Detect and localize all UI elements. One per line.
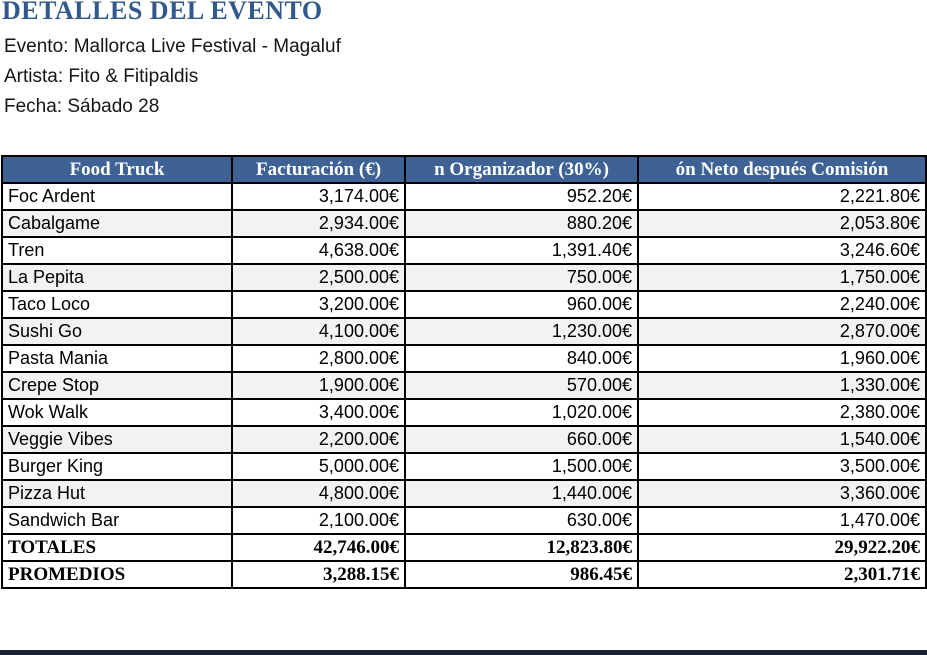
amount-cell[interactable]: 880.20€ [404, 209, 639, 238]
amount-cell[interactable]: 960.00€ [404, 290, 639, 319]
amount-cell[interactable]: 630.00€ [404, 506, 639, 535]
food-truck-name-cell[interactable]: Pizza Hut [1, 479, 233, 508]
food-truck-table: Food Truck Facturación (€) n Organizador… [1, 155, 927, 589]
amount-cell[interactable]: 2,100.00€ [231, 506, 406, 535]
table-row: Cabalgame 2,934.00€ 880.20€ 2,053.80€ [1, 209, 927, 238]
header-neto-despues-comision[interactable]: ón Neto después Comisión [637, 155, 927, 184]
table-row: Burger King 5,000.00€ 1,500.00€ 3,500.00€ [1, 452, 927, 481]
food-truck-name-cell[interactable]: Sandwich Bar [1, 506, 233, 535]
totals-comision-cell[interactable]: 12,823.80€ [404, 533, 639, 562]
averages-comision-cell[interactable]: 986.45€ [404, 560, 639, 589]
event-name-line: Evento: Mallorca Live Festival - Magaluf [4, 36, 341, 57]
table-row: Sushi Go 4,100.00€ 1,230.00€ 2,870.00€ [1, 317, 927, 346]
amount-cell[interactable]: 952.20€ [404, 182, 639, 211]
amount-cell[interactable]: 3,246.60€ [637, 236, 927, 265]
food-truck-name-cell[interactable]: Cabalgame [1, 209, 233, 238]
averages-label-cell[interactable]: PROMEDIOS [1, 560, 233, 589]
amount-cell[interactable]: 2,934.00€ [231, 209, 406, 238]
totals-label-cell[interactable]: TOTALES [1, 533, 233, 562]
amount-cell[interactable]: 3,174.00€ [231, 182, 406, 211]
event-date-line: Fecha: Sábado 28 [4, 96, 160, 117]
table-row: Pasta Mania 2,800.00€ 840.00€ 1,960.00€ [1, 344, 927, 373]
food-truck-name-cell[interactable]: Veggie Vibes [1, 425, 233, 454]
table-row: Sandwich Bar 2,100.00€ 630.00€ 1,470.00€ [1, 506, 927, 535]
amount-cell[interactable]: 5,000.00€ [231, 452, 406, 481]
amount-cell[interactable]: 3,360.00€ [637, 479, 927, 508]
amount-cell[interactable]: 2,221.80€ [637, 182, 927, 211]
food-truck-name-cell[interactable]: Sushi Go [1, 317, 233, 346]
food-truck-name-cell[interactable]: Tren [1, 236, 233, 265]
amount-cell[interactable]: 840.00€ [404, 344, 639, 373]
artist-name-line: Artista: Fito & Fitipaldis [4, 66, 199, 87]
amount-cell[interactable]: 1,500.00€ [404, 452, 639, 481]
amount-cell[interactable]: 3,200.00€ [231, 290, 406, 319]
amount-cell[interactable]: 1,470.00€ [637, 506, 927, 535]
table-row: La Pepita 2,500.00€ 750.00€ 1,750.00€ [1, 263, 927, 292]
table-row: Veggie Vibes 2,200.00€ 660.00€ 1,540.00€ [1, 425, 927, 454]
totals-row: TOTALES 42,746.00€ 12,823.80€ 29,922.20€ [1, 533, 927, 562]
header-food-truck[interactable]: Food Truck [1, 155, 233, 184]
next-section-dark-bar [0, 650, 927, 655]
table-row: Crepe Stop 1,900.00€ 570.00€ 1,330.00€ [1, 371, 927, 400]
food-truck-name-cell[interactable]: La Pepita [1, 263, 233, 292]
amount-cell[interactable]: 2,053.80€ [637, 209, 927, 238]
amount-cell[interactable]: 570.00€ [404, 371, 639, 400]
averages-facturacion-cell[interactable]: 3,288.15€ [231, 560, 406, 589]
amount-cell[interactable]: 1,020.00€ [404, 398, 639, 427]
header-comision-organizador[interactable]: n Organizador (30%) [404, 155, 639, 184]
amount-cell[interactable]: 2,800.00€ [231, 344, 406, 373]
amount-cell[interactable]: 1,540.00€ [637, 425, 927, 454]
amount-cell[interactable]: 1,230.00€ [404, 317, 639, 346]
table-body: Foc Ardent 3,174.00€ 952.20€ 2,221.80€ Cabal… [1, 182, 927, 535]
amount-cell[interactable]: 2,380.00€ [637, 398, 927, 427]
amount-cell[interactable]: 1,391.40€ [404, 236, 639, 265]
amount-cell[interactable]: 1,330.00€ [637, 371, 927, 400]
amount-cell[interactable]: 3,500.00€ [637, 452, 927, 481]
amount-cell[interactable]: 1,440.00€ [404, 479, 639, 508]
amount-cell[interactable]: 1,750.00€ [637, 263, 927, 292]
amount-cell[interactable]: 2,870.00€ [637, 317, 927, 346]
table-row: Foc Ardent 3,174.00€ 952.20€ 2,221.80€ [1, 182, 927, 211]
table-row: Wok Walk 3,400.00€ 1,020.00€ 2,380.00€ [1, 398, 927, 427]
table-row: Pizza Hut 4,800.00€ 1,440.00€ 3,360.00€ [1, 479, 927, 508]
averages-neto-cell[interactable]: 2,301.71€ [637, 560, 927, 589]
amount-cell[interactable]: 750.00€ [404, 263, 639, 292]
food-truck-name-cell[interactable]: Burger King [1, 452, 233, 481]
table-header-row: Food Truck Facturación (€) n Organizador… [1, 155, 927, 184]
event-info-block: Evento: Mallorca Live Festival - Magaluf… [4, 32, 341, 122]
food-truck-name-cell[interactable]: Pasta Mania [1, 344, 233, 373]
amount-cell[interactable]: 4,100.00€ [231, 317, 406, 346]
amount-cell[interactable]: 4,638.00€ [231, 236, 406, 265]
amount-cell[interactable]: 1,900.00€ [231, 371, 406, 400]
header-facturacion[interactable]: Facturación (€) [231, 155, 406, 184]
amount-cell[interactable]: 2,200.00€ [231, 425, 406, 454]
amount-cell[interactable]: 4,800.00€ [231, 479, 406, 508]
page-title: DETALLES DEL EVENTO [2, 0, 323, 25]
amount-cell[interactable]: 3,400.00€ [231, 398, 406, 427]
averages-row: PROMEDIOS 3,288.15€ 986.45€ 2,301.71€ [1, 560, 927, 589]
food-truck-name-cell[interactable]: Taco Loco [1, 290, 233, 319]
table-row: Tren 4,638.00€ 1,391.40€ 3,246.60€ [1, 236, 927, 265]
totals-facturacion-cell[interactable]: 42,746.00€ [231, 533, 406, 562]
amount-cell[interactable]: 2,500.00€ [231, 263, 406, 292]
amount-cell[interactable]: 1,960.00€ [637, 344, 927, 373]
amount-cell[interactable]: 660.00€ [404, 425, 639, 454]
table-row: Taco Loco 3,200.00€ 960.00€ 2,240.00€ [1, 290, 927, 319]
food-truck-name-cell[interactable]: Wok Walk [1, 398, 233, 427]
food-truck-name-cell[interactable]: Crepe Stop [1, 371, 233, 400]
food-truck-name-cell[interactable]: Foc Ardent [1, 182, 233, 211]
amount-cell[interactable]: 2,240.00€ [637, 290, 927, 319]
totals-neto-cell[interactable]: 29,922.20€ [637, 533, 927, 562]
